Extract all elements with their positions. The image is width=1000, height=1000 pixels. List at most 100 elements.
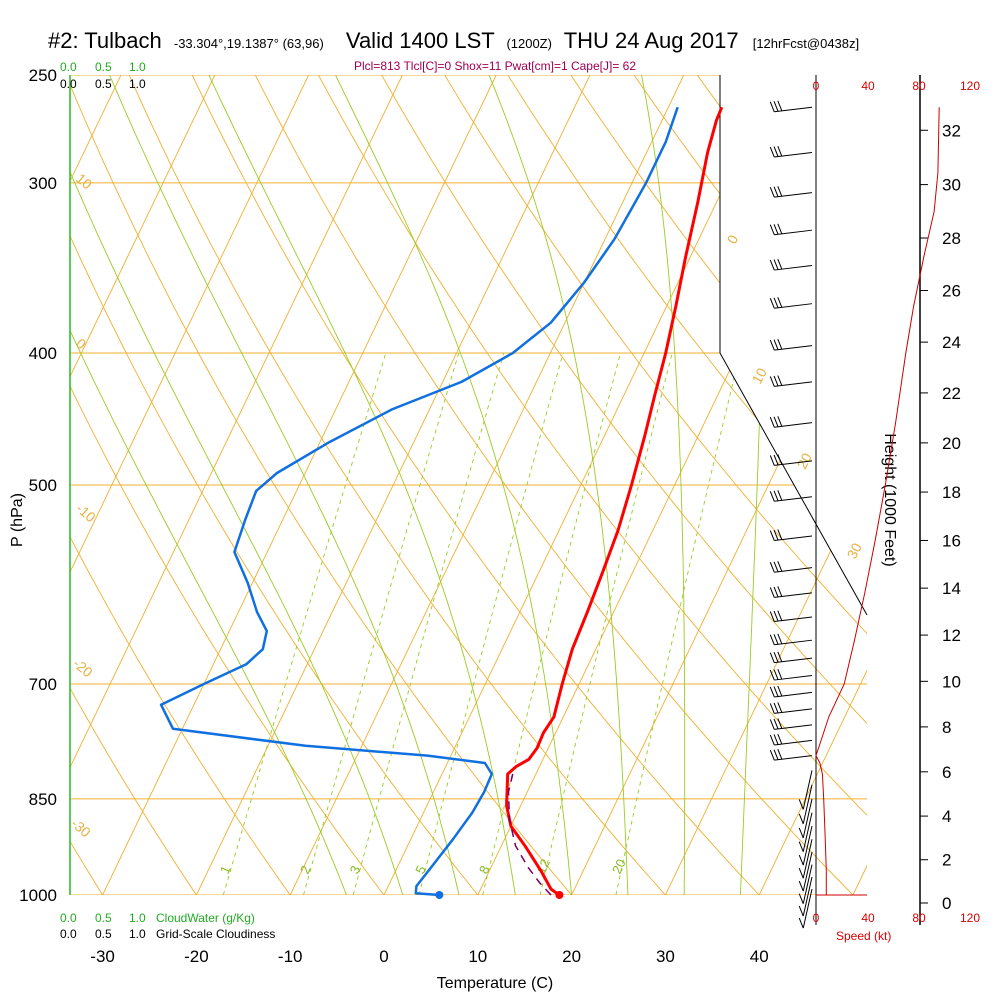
temperature-tick-label: 30 — [656, 947, 675, 966]
wind-barb-staff — [802, 784, 813, 824]
wind-barb-flag — [769, 186, 775, 198]
wind-barb — [769, 416, 813, 428]
wind-barb — [769, 586, 813, 598]
speed-bottom-tick-0: 0 — [813, 911, 820, 925]
wind-barb-flag — [777, 454, 783, 465]
wind-barb-flag — [777, 749, 783, 760]
dry-adiabat-line — [0, 51, 26, 924]
wind-barb — [769, 718, 813, 730]
moist-adiabat-line — [488, 75, 629, 895]
height-tick-label: 6 — [942, 763, 951, 782]
dry-adiabat-label: -30 — [68, 815, 94, 840]
wind-barb-flag — [773, 146, 779, 157]
wind-barb-flag — [777, 375, 783, 386]
wind-barb-staff — [774, 535, 813, 542]
mixing-ratio-label: 12 — [533, 857, 553, 876]
dry-adiabat-line — [70, 75, 597, 895]
dry-adiabat-line — [180, 75, 787, 895]
wind-barb-flag — [773, 686, 779, 697]
cw-bottom-tick-0: 0.0 — [60, 911, 77, 925]
wind-barb — [769, 610, 813, 623]
pressure-tick-label: 700 — [29, 675, 57, 694]
mixing-ratio-label: 3 — [347, 863, 364, 876]
height-tick-label: 12 — [942, 626, 961, 645]
wind-barb-flag — [773, 749, 779, 760]
wind-barb-flag — [769, 491, 775, 502]
dry-adiabat-label: 0 — [73, 335, 89, 352]
wind-barb-flag — [777, 586, 783, 597]
dry-adiabat-line — [70, 75, 407, 895]
bottom-speed-scale: 0 40 80 120 Speed (kt) — [813, 911, 981, 943]
dry-adiabat-line — [118, 75, 692, 895]
wind-barb — [798, 825, 813, 866]
height-tick-label: 14 — [942, 579, 961, 598]
wind-barb-flag — [798, 880, 804, 892]
height-tick-label: 4 — [942, 807, 951, 826]
cw-top-tick-2: 1.0 — [129, 60, 146, 74]
wind-barb-flag — [769, 669, 775, 681]
wind-barb-flag — [798, 827, 804, 839]
wind-barb-flag — [798, 813, 804, 824]
wind-barb-staff — [802, 839, 813, 879]
cl-bottom-tick-1: 0.5 — [95, 927, 112, 941]
mixing-ratio-label: 20 — [609, 857, 629, 876]
dry-adiabat-line — [930, 51, 1000, 924]
temperature-tick-label: 20 — [562, 947, 581, 966]
wind-barb-staff — [774, 265, 813, 271]
title-valid: Valid 1400 LST — [346, 28, 494, 53]
mixing-ratio-line — [352, 352, 505, 895]
wind-barb-staff — [802, 825, 813, 866]
wind-barb — [769, 100, 813, 113]
wind-barb-flag — [773, 634, 779, 645]
wind-barb-flag — [773, 529, 779, 541]
isotherm-line — [195, 75, 591, 895]
wind-barb — [798, 888, 813, 929]
wind-barb-flag — [773, 586, 779, 598]
title-station: #2: Tulbach — [48, 28, 162, 53]
height-tick-label: 10 — [942, 672, 961, 691]
cl-bottom-tick-0: 0.0 — [60, 927, 77, 941]
speed-bottom-tick-2: 80 — [912, 911, 926, 925]
wind-barb-staff — [774, 592, 813, 598]
wind-barb — [769, 297, 813, 309]
wind-barb-staff — [774, 496, 813, 502]
wind-barb-staff — [774, 381, 813, 387]
wind-barb — [769, 186, 813, 198]
wind-barb-flag — [773, 702, 779, 714]
wind-barb-flag — [773, 610, 779, 622]
wind-barb-staff — [802, 812, 813, 852]
wind-barb-flag — [773, 669, 779, 680]
wind-barb — [798, 876, 813, 917]
wind-barb-flag — [773, 224, 779, 235]
wind-barb-staff — [774, 675, 813, 681]
wind-barb-flag — [769, 417, 775, 428]
pressure-tick-label: 400 — [29, 344, 57, 363]
wind-barb-flag — [777, 490, 783, 501]
wind-barb-flag — [769, 734, 775, 746]
mixing-ratio-line — [482, 352, 621, 895]
wind-barb-flag — [777, 416, 783, 427]
wind-barb-flag — [777, 561, 783, 572]
pressure-tick-label: 300 — [29, 174, 57, 193]
wind-barb — [769, 668, 813, 681]
dry-adiabat-line — [70, 75, 122, 895]
dry-adiabat-line — [742, 75, 867, 895]
profiles — [159, 106, 940, 899]
cw-top-tick-1: 0.5 — [95, 60, 112, 74]
wind-barb-flag — [769, 455, 775, 466]
height-tick-label: 2 — [942, 851, 951, 870]
wind-barbs — [769, 100, 813, 929]
speed-label: Speed (kt) — [836, 929, 891, 943]
height-tick-label: 20 — [942, 434, 961, 453]
isotherm-label: 0 — [724, 232, 742, 247]
wind-barb — [798, 770, 813, 810]
wind-barb — [769, 258, 813, 271]
dry-adiabat-label: -10 — [73, 500, 99, 525]
temperature-tick-label: 40 — [750, 947, 769, 966]
chart-title: #2: Tulbach -33.304°,19.1387° (63,96) Va… — [48, 28, 859, 53]
cloudwater-label: CloudWater (g/Kg) — [156, 911, 255, 925]
wind-barb-flag — [777, 651, 783, 662]
wind-barb — [769, 633, 813, 646]
dry-adiabat-line — [367, 75, 867, 895]
